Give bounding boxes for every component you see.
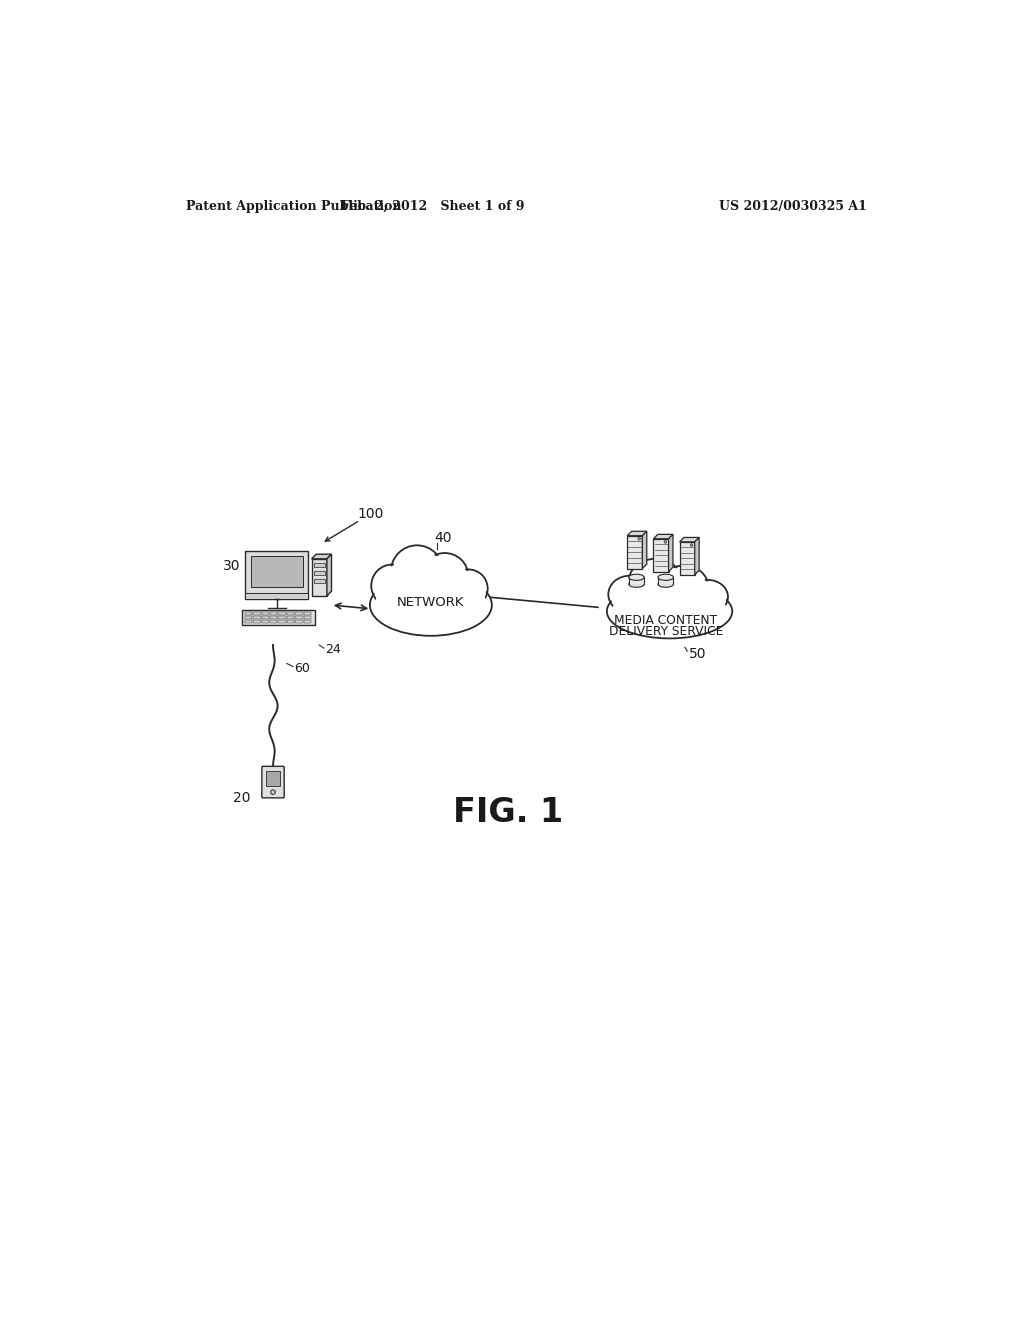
Ellipse shape [612,586,727,636]
Bar [245,612,252,615]
Ellipse shape [629,558,682,606]
Ellipse shape [391,545,443,599]
Bar [680,543,694,574]
Text: 24: 24 [326,643,341,656]
Bar [262,616,269,619]
Text: 50: 50 [689,647,707,660]
Polygon shape [628,531,647,536]
Text: NETWORK: NETWORK [397,597,465,610]
Ellipse shape [393,548,441,597]
Bar [295,612,302,615]
Bar [658,577,674,585]
Text: MEDIA CONTENT: MEDIA CONTENT [614,614,717,627]
Text: 40: 40 [435,531,453,545]
Bar [303,620,311,623]
Bar [313,572,325,576]
Circle shape [665,541,667,544]
Text: 60: 60 [295,661,310,675]
Bar [253,612,261,615]
Ellipse shape [631,561,680,605]
Ellipse shape [608,576,651,612]
Bar [266,771,281,787]
Polygon shape [311,554,332,558]
Bar [270,612,278,615]
Bar [287,616,294,619]
Bar [295,620,302,623]
Bar [287,620,294,623]
Bar [245,616,252,619]
Bar [242,610,315,626]
Ellipse shape [373,566,412,606]
Circle shape [638,537,640,540]
Bar [303,616,311,619]
Ellipse shape [658,581,674,587]
Ellipse shape [662,568,707,605]
Bar [279,612,286,615]
Bar [653,539,669,572]
Ellipse shape [688,579,728,614]
Ellipse shape [610,577,649,611]
Bar [628,536,642,569]
Text: DELIVERY SERVICE: DELIVERY SERVICE [608,626,723,639]
Bar [287,612,294,615]
Polygon shape [680,537,699,543]
Circle shape [690,544,693,546]
Bar [270,620,278,623]
Bar [295,616,302,619]
Bar [313,564,325,568]
Ellipse shape [449,569,487,609]
Bar [270,616,278,619]
Text: 100: 100 [357,507,384,521]
Ellipse shape [423,554,466,598]
Text: 30: 30 [223,560,241,573]
Text: US 2012/0030325 A1: US 2012/0030325 A1 [719,199,866,213]
Bar [262,620,269,623]
Polygon shape [694,537,699,574]
Bar [253,620,261,623]
Text: Patent Application Publication: Patent Application Publication [186,199,401,213]
Bar [279,620,286,623]
Bar [303,612,311,615]
Ellipse shape [375,577,487,634]
Ellipse shape [659,565,708,606]
Ellipse shape [607,585,732,639]
Text: Feb. 2, 2012   Sheet 1 of 9: Feb. 2, 2012 Sheet 1 of 9 [341,199,525,213]
Ellipse shape [658,574,674,581]
Text: FIG. 1: FIG. 1 [453,796,563,829]
Polygon shape [669,535,673,572]
Bar [311,558,327,595]
Text: 20: 20 [233,791,251,804]
Bar [251,557,303,587]
Bar [262,612,269,615]
Ellipse shape [370,574,492,636]
Ellipse shape [629,581,644,587]
Polygon shape [642,531,647,569]
Circle shape [270,789,275,795]
Polygon shape [653,535,673,539]
FancyBboxPatch shape [262,767,285,797]
Bar [246,552,308,599]
Ellipse shape [372,565,413,607]
Ellipse shape [629,574,644,581]
Ellipse shape [421,553,468,599]
Polygon shape [327,554,332,595]
Bar [629,577,644,585]
Ellipse shape [451,572,486,606]
Bar [279,616,286,619]
Bar [245,620,252,623]
Bar [313,578,325,582]
Ellipse shape [690,581,726,612]
Bar [253,616,261,619]
Bar [246,593,308,599]
